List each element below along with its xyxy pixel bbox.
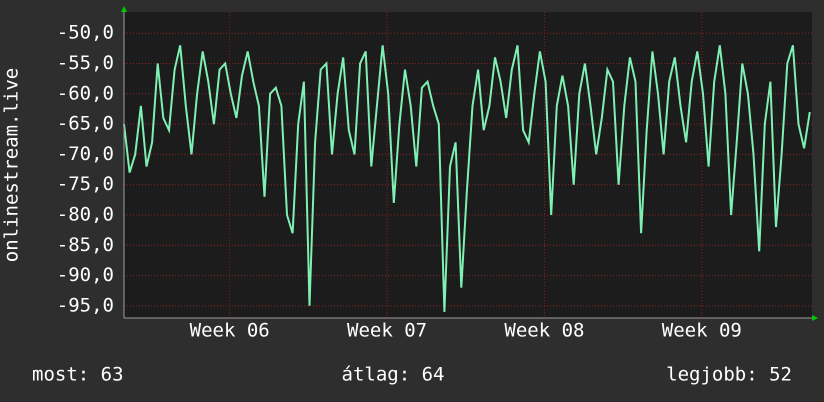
- x-tick-label: Week 07: [347, 320, 427, 342]
- footer-best: legjobb: 52: [666, 364, 792, 386]
- footer-now: most: 63: [32, 364, 124, 386]
- y-tick-label: -95,0: [57, 294, 114, 316]
- y-tick-label: -85,0: [57, 234, 114, 256]
- y-axis-label: onlinestream.live: [1, 68, 23, 262]
- data-line: [123, 45, 811, 312]
- y-tick-label: -55,0: [57, 52, 114, 74]
- x-tick-label: Week 08: [504, 320, 584, 342]
- footer-avg: átlag: 64: [342, 364, 445, 386]
- x-tick-label: Week 06: [190, 320, 270, 342]
- x-arrow: [812, 315, 818, 321]
- y-tick-label: -50,0: [57, 22, 114, 44]
- y-tick-label: -60,0: [57, 82, 114, 104]
- y-tick-label: -70,0: [57, 143, 114, 165]
- y-tick-label: -75,0: [57, 173, 114, 195]
- y-arrow: [121, 6, 127, 12]
- y-tick-label: -80,0: [57, 203, 114, 225]
- y-tick-label: -65,0: [57, 113, 114, 135]
- y-tick-label: -90,0: [57, 264, 114, 286]
- x-tick-label: Week 09: [662, 320, 742, 342]
